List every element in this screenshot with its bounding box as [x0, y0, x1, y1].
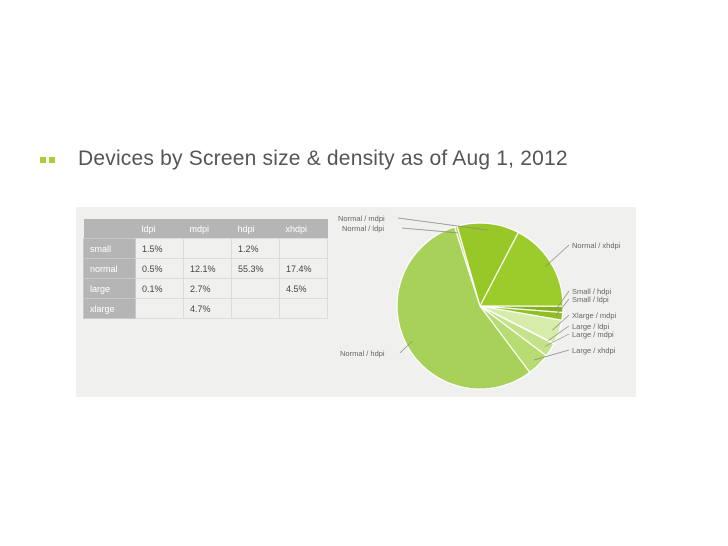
table-cell: 0.1%	[135, 278, 184, 299]
table-cell	[231, 298, 280, 319]
table-cell	[231, 278, 280, 299]
pie-leader-line	[545, 244, 570, 267]
pie-slice-label: Normal / xhdpi	[572, 241, 621, 250]
table-header-cell: ldpi	[135, 219, 184, 239]
table-cell: 0.5%	[135, 258, 184, 279]
table-header-row: ldpi mdpi hdpi xhdpi	[83, 219, 328, 239]
table-cell	[279, 298, 328, 319]
table-cell	[135, 298, 184, 319]
pie-slice	[479, 231, 564, 307]
table-cell: 4.7%	[183, 298, 232, 319]
pie-slice-label: Normal / mdpi	[338, 214, 385, 223]
pie-slice	[396, 226, 531, 390]
table-row-label: xlarge	[83, 298, 136, 319]
table-cell: 12.1%	[183, 258, 232, 279]
table-row-label: large	[83, 278, 136, 299]
table-row: large 0.1% 2.7% 4.5%	[83, 278, 328, 299]
pie-leader-line	[552, 314, 570, 331]
pie-slice-label: Normal / ldpi	[342, 224, 384, 233]
table-cell: 1.2%	[231, 238, 280, 259]
table-cell: 2.7%	[183, 278, 232, 299]
density-table: ldpi mdpi hdpi xhdpi small 1.5% 1.2% nor…	[83, 219, 328, 319]
slide-title: Devices by Screen size & density as of A…	[78, 147, 568, 170]
table-cell	[279, 238, 328, 259]
table-cell: 1.5%	[135, 238, 184, 259]
pie-leader-line	[544, 333, 570, 347]
pie-leader-line	[401, 227, 458, 234]
table-row: xlarge 4.7%	[83, 298, 328, 319]
table-cell: 17.4%	[279, 258, 328, 279]
table-cell: 4.5%	[279, 278, 328, 299]
pie-leader-line	[556, 290, 570, 310]
table-header-cell	[83, 219, 136, 239]
pie-leader-line	[555, 298, 570, 316]
pie-slice-label: Normal / hdpi	[340, 349, 385, 358]
pie-slice-label: Xlarge / mdpi	[572, 311, 617, 320]
pie-chart: Normal / mdpi Normal / xhdpi Small / hdpiS…	[338, 214, 621, 390]
pie-slice-label: Large / mdpi	[572, 330, 614, 339]
pie-leader-line	[533, 349, 570, 361]
table-header-cell: mdpi	[183, 219, 232, 239]
pie-slice-label: Large / xhdpi	[572, 346, 616, 355]
pie-slice-label: Small / hdpi	[572, 287, 612, 296]
table-header-cell: hdpi	[231, 219, 280, 239]
table-row: small 1.5% 1.2%	[83, 238, 328, 259]
table-cell: 55.3%	[231, 258, 280, 279]
table-row-label: small	[83, 238, 136, 259]
pie-leader-line	[547, 325, 570, 341]
pie-slice-label: Small / ldpi	[572, 295, 609, 304]
table-row-label: normal	[83, 258, 136, 279]
table-row: normal 0.5% 12.1% 55.3% 17.4%	[83, 258, 328, 279]
table-header-cell: xhdpi	[279, 219, 328, 239]
pie-leader-line	[397, 217, 488, 231]
pie-slice-label: Large / ldpi	[572, 322, 609, 331]
table-cell	[183, 238, 232, 259]
title-bullet-icon	[40, 157, 55, 163]
pie-leader-line	[399, 340, 413, 354]
